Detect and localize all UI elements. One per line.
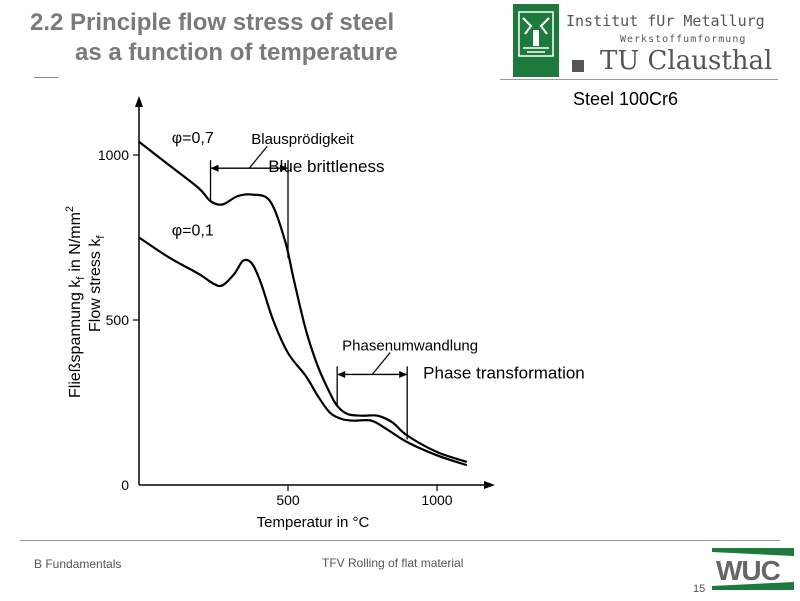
annotation-leader — [248, 145, 268, 169]
chart-ticks: 500 1000 0 500 1000 — [98, 147, 453, 508]
footer-course: TFV Rolling of flat material — [322, 556, 464, 570]
y-tick-label: 1000 — [98, 147, 129, 163]
annotation-leader — [371, 352, 391, 375]
y-axis-arrow-icon — [135, 96, 143, 107]
y-tick-label: 500 — [106, 312, 130, 328]
y-axis-label-de: Fließspannung kfin N/mm2 — [64, 206, 87, 398]
x-axis-arrow-icon — [484, 481, 495, 489]
chart-axes — [135, 96, 495, 489]
institute-name: Institut fUr Metallurg — [566, 12, 765, 30]
annotation-label-de: Phasenumwandlung — [342, 337, 478, 354]
wuc-logo — [712, 546, 794, 596]
tu-square-icon — [572, 60, 584, 72]
university-crest-logo — [513, 4, 559, 77]
series-label-0: φ=0,7 — [172, 130, 214, 147]
slide-title: 2.2 Principle flow stress of steel as a … — [20, 8, 460, 68]
footer-section: B Fundamentals — [34, 557, 122, 571]
title-line-1: 2.2 Principle flow stress of steel — [30, 9, 395, 36]
series-label-1: φ=0,1 — [172, 222, 214, 239]
annotation-arrow-right-icon — [399, 370, 408, 378]
footer-rule — [20, 540, 780, 541]
title-rule — [34, 77, 58, 78]
annotation-arrow-left-icon — [210, 164, 219, 172]
y-axis-label-en: Flow stress kf — [87, 235, 107, 332]
wuc-logo-text: WUC — [716, 555, 781, 586]
x-tick-label: 500 — [276, 492, 300, 508]
crest-icon — [518, 11, 554, 57]
chart-annotations: Blausprödigkeit Blue brittleness Phasenumw… — [209, 131, 585, 440]
x-axis-label: Temperatur in °C — [257, 514, 370, 531]
annotation-label-en: Phase transformation — [423, 363, 585, 382]
annotation-arrow-left-icon — [337, 370, 346, 378]
annotation-label-de: Blausprödigkeit — [251, 131, 354, 148]
annotation-label-en: Blue brittleness — [268, 157, 384, 176]
title-line-2: as a function of temperature — [75, 39, 398, 66]
university-name: TU Clausthal — [600, 46, 773, 76]
institute-subtitle: Werkstoffumformung — [620, 34, 747, 45]
wuc-stripes-icon — [712, 548, 794, 590]
y-tick-label: 0 — [121, 477, 129, 493]
material-label: Steel 100Cr6 — [573, 89, 679, 109]
flow-stress-chart: 500 1000 0 500 1000 φ=0,7 φ=0,1 Blausprödigke… — [64, 96, 585, 531]
annotation-arrow-right-icon — [280, 164, 288, 172]
chart-curves: φ=0,7 φ=0,1 — [138, 130, 468, 467]
x-tick-label: 1000 — [421, 492, 452, 508]
header-rule — [500, 79, 778, 80]
series-line-1 — [138, 236, 468, 467]
page-number: 15 — [693, 583, 706, 595]
series-line-0 — [138, 140, 468, 463]
